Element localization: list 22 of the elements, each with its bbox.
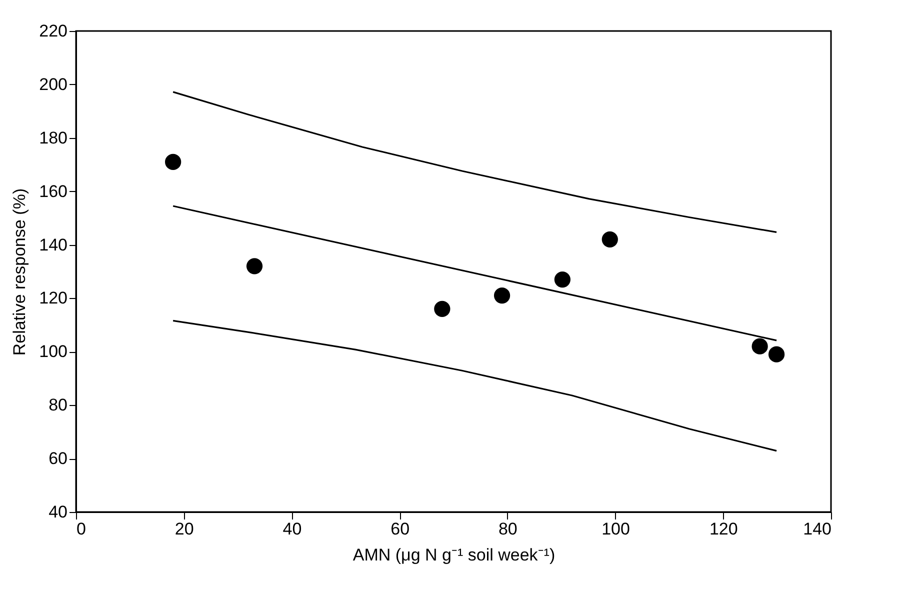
x-tick-label: 20	[174, 520, 194, 538]
y-tick-label: 200	[39, 74, 68, 94]
y-tick-label: 100	[39, 342, 68, 362]
y-tick-label: 180	[39, 128, 68, 148]
x-tick-label: 100	[602, 520, 630, 538]
y-tick-label: 80	[48, 396, 68, 415]
x-tick-label: 0	[76, 520, 86, 538]
line-series	[172, 320, 778, 452]
y-tick-label: 120	[39, 288, 68, 308]
x-axis-title: AMN (μg N g⁻¹ soil week⁻¹)	[352, 546, 556, 564]
y-tick-label: 160	[39, 182, 68, 201]
x-tick-label: 40	[282, 520, 302, 538]
y-tick-label: 40	[48, 502, 68, 522]
y-tick-label: 140	[39, 235, 68, 254]
x-tick-label: 140	[803, 520, 832, 538]
y-tick-label: 60	[48, 449, 68, 468]
x-tick-label: 60	[390, 520, 410, 538]
line-series	[172, 91, 778, 234]
y-tick-label: 220	[39, 22, 68, 40]
x-tick-label: 120	[709, 520, 738, 538]
x-tick-label: 80	[498, 520, 518, 538]
y-axis-title: Relative response (%)	[10, 188, 30, 356]
